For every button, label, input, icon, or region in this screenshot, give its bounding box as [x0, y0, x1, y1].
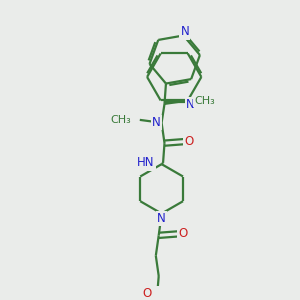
- Text: O: O: [184, 135, 193, 148]
- Text: CH₃: CH₃: [194, 96, 215, 106]
- Text: N: N: [152, 116, 161, 129]
- Text: N: N: [157, 212, 166, 225]
- Text: O: O: [178, 227, 188, 240]
- Text: N: N: [186, 98, 195, 111]
- Text: HN: HN: [137, 156, 154, 170]
- Text: O: O: [142, 287, 152, 300]
- Text: CH₃: CH₃: [110, 115, 131, 125]
- Text: N: N: [181, 26, 189, 38]
